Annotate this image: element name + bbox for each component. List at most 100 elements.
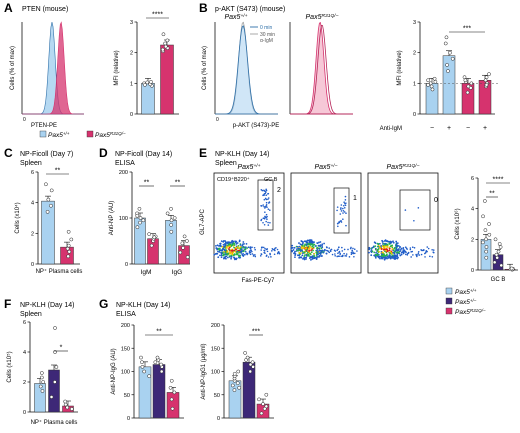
flow-event <box>338 250 341 253</box>
y-tick-label: 0 <box>130 112 133 118</box>
sig-label: ** <box>55 168 61 175</box>
flow-event <box>341 246 343 249</box>
data-point <box>49 188 54 193</box>
data-point <box>448 50 452 55</box>
flow-event <box>350 253 353 256</box>
flow-event <box>274 247 276 250</box>
flow-event <box>236 250 239 253</box>
data-point <box>165 38 170 43</box>
flow-event <box>337 225 339 228</box>
flow-event <box>226 256 229 259</box>
flow-event <box>266 250 269 253</box>
flow-plot: Pax5R31Q/− 0 <box>367 163 439 274</box>
data-point <box>180 241 185 246</box>
flow-event <box>294 256 296 258</box>
data-point <box>248 369 253 374</box>
panel-f-xlabel: NP⁺ Plasma cells <box>31 419 78 426</box>
flow-event <box>372 245 375 248</box>
flow-event <box>300 247 303 250</box>
data-point <box>259 411 264 416</box>
flow-event <box>309 252 311 255</box>
flow-event <box>374 245 377 248</box>
flow-event <box>337 255 340 258</box>
data-point <box>235 381 240 385</box>
flow-event <box>325 246 328 248</box>
gc-gate <box>399 189 431 231</box>
np-igg1-elisa-chart: 0 50 100 150 200 Anti-NP-IgG1 (µg/ml) *** <box>201 323 274 422</box>
pakt-hist-xlabel: p-AKT (S473)-PE <box>233 123 280 129</box>
flow-event <box>303 251 306 254</box>
flow-event <box>240 247 242 250</box>
flow-event <box>300 240 303 243</box>
flow-event <box>410 256 412 258</box>
flow-event <box>222 254 224 257</box>
flow-event <box>312 249 314 252</box>
data-point <box>482 199 487 203</box>
flow-event <box>229 251 231 254</box>
flow-event <box>344 204 347 207</box>
panel-g: G NP-KLH (Day 14) ELISA 0 50 100 150 200 Anti… <box>99 297 274 422</box>
flow-event <box>334 253 336 255</box>
flow-event <box>220 256 223 259</box>
data-point <box>493 237 498 242</box>
bar <box>166 392 180 419</box>
flow-event <box>269 221 271 224</box>
panel-f-title: NP-KLH (Day 14) <box>20 302 74 309</box>
pten-hist-tick0: 0 <box>23 117 26 123</box>
flow-event <box>424 256 426 258</box>
flow-event <box>395 251 398 254</box>
flow-event <box>376 245 379 248</box>
data-point <box>257 397 261 402</box>
flow-event <box>295 248 298 251</box>
data-point <box>169 223 174 227</box>
pax5-r31q-histogram <box>22 21 84 115</box>
flow-event <box>298 254 301 257</box>
panel-a-legend: Pax5+/+ Pax5R31Q/− <box>39 131 126 140</box>
data-point <box>168 385 173 390</box>
flow-event <box>298 252 301 254</box>
flow-event <box>399 250 402 252</box>
flow-event <box>234 248 237 251</box>
y-tick-label: 0 <box>127 416 130 422</box>
flow-event <box>246 247 248 249</box>
flow-event <box>241 243 244 246</box>
data-point <box>66 229 71 234</box>
flow-event <box>297 254 299 257</box>
flow-plot-title: Pax5R31Q/− <box>387 163 420 172</box>
flow-event <box>230 250 233 252</box>
y-tick-label: 2 <box>31 231 34 237</box>
y-tick-label: 3 <box>130 20 133 26</box>
flow-event <box>227 241 230 243</box>
flow-event <box>266 206 268 208</box>
flow-event <box>353 252 356 255</box>
flow-event <box>304 254 306 256</box>
flow-event <box>227 248 230 250</box>
flow-event <box>343 248 346 251</box>
data-point <box>446 69 450 73</box>
flow-event <box>263 251 265 254</box>
legend-label-r31q: Pax5R31Q/− <box>95 131 126 140</box>
sig-label: *** <box>463 26 471 33</box>
data-point <box>178 250 183 255</box>
flow-event <box>427 247 430 250</box>
flow-event <box>243 253 246 256</box>
group-label-igg: IgG <box>172 269 182 276</box>
flow-event <box>219 242 222 245</box>
data-point <box>481 240 485 245</box>
flow-event <box>259 255 262 257</box>
flow-event <box>301 254 304 257</box>
flow-event <box>340 204 343 206</box>
flow-event <box>228 243 231 245</box>
data-point <box>149 79 153 84</box>
sig-label: ** <box>489 191 495 198</box>
flow-event <box>291 249 293 252</box>
panel-f-subtitle: Spleen <box>20 311 42 318</box>
y-tick-label: 150 <box>211 346 220 352</box>
flow-event <box>239 245 242 248</box>
flow-event <box>406 254 409 256</box>
panel-letter-c: C <box>4 146 13 160</box>
flow-event <box>402 248 405 250</box>
flow-event <box>392 255 395 258</box>
panel-letter-g: G <box>99 297 108 311</box>
